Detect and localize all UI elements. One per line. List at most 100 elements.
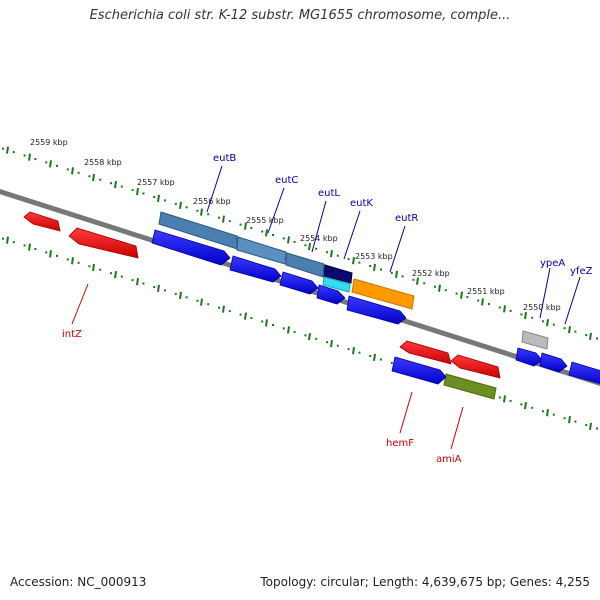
gene-label-text: eutC	[275, 175, 298, 186]
cds-arrow-eutB[interactable]	[151, 229, 231, 266]
feature-block-eutC[interactable]	[236, 236, 287, 265]
tick-major	[200, 298, 203, 306]
tick-dot	[304, 244, 307, 247]
tick-dot	[66, 258, 69, 261]
tick-dot	[336, 344, 339, 347]
cds-arrow-yfeZ[interactable]	[539, 352, 568, 373]
tick-dot	[174, 292, 177, 295]
tick-major	[136, 187, 139, 196]
tick-dot	[2, 147, 4, 150]
tick-dot	[347, 348, 350, 351]
cds-arrow-eutK[interactable]	[316, 284, 346, 305]
feature-block-amiA[interactable]	[443, 373, 497, 400]
gene-label-eutK[interactable]: eutK	[343, 198, 373, 260]
tick-dot	[2, 237, 4, 240]
tick-major	[589, 422, 592, 431]
tick-dot	[56, 254, 58, 257]
tick-dot	[412, 278, 415, 281]
tick-dot	[304, 334, 307, 337]
tick-major	[179, 201, 182, 210]
tick-major	[589, 332, 592, 341]
tick-dot	[552, 323, 555, 326]
cds-arrow-eutR[interactable]	[346, 295, 407, 325]
tick-dot	[509, 309, 512, 312]
tick-major	[200, 208, 203, 216]
tick-dot	[218, 216, 220, 219]
tick-major	[568, 326, 571, 334]
gene-label-eutR[interactable]: eutR	[389, 213, 418, 273]
tick-major	[330, 249, 333, 258]
tick-major	[114, 180, 117, 189]
cds-arrow-hemF-upper[interactable]	[399, 340, 452, 365]
tick-dot	[498, 396, 501, 399]
tick-dot	[531, 406, 534, 409]
cds-arrow-eutL[interactable]	[279, 271, 319, 295]
tick-dot	[196, 209, 199, 212]
accession-label: Accession: NC_000913	[10, 575, 147, 589]
tick-dot	[131, 279, 134, 282]
tick-dot	[34, 248, 37, 250]
tick-dot	[563, 327, 566, 330]
gene-label-text: hemF	[386, 438, 414, 449]
cds-arrow-hemF[interactable]	[391, 356, 447, 385]
gene-label-eutB[interactable]: eutB	[206, 153, 236, 213]
tick-dot	[23, 244, 26, 247]
cds-arrow-amiA-upper[interactable]	[450, 354, 501, 379]
cds-arrow-small-red[interactable]	[23, 211, 61, 232]
tick-major	[373, 353, 376, 362]
tick-dot	[77, 171, 80, 174]
cds-arrow-eutC[interactable]	[229, 255, 282, 283]
tick-major	[330, 339, 333, 348]
tick-major	[92, 173, 95, 182]
cds-arrow-ypeA[interactable]	[515, 347, 543, 367]
tick-dot	[12, 151, 15, 154]
cds-arrow-intZ[interactable]	[68, 227, 139, 259]
tick-label: 2556 kbp	[193, 197, 231, 206]
tick-major	[352, 347, 355, 355]
tick-dot	[272, 234, 274, 236]
tick-dot	[509, 399, 512, 402]
tick-dot	[207, 213, 210, 216]
tick-dot	[326, 341, 328, 344]
tick-major	[568, 416, 571, 424]
tick-dot	[282, 237, 285, 240]
tick-major	[308, 242, 311, 251]
tick-dot	[542, 410, 544, 413]
tick-dot	[185, 206, 188, 209]
gene-label-intZ[interactable]: intZ	[62, 283, 89, 340]
feature-block-ypeA[interactable]	[521, 330, 549, 350]
tick-dot	[574, 330, 577, 333]
tick-dot	[250, 227, 253, 229]
gene-label-eutL[interactable]: eutL	[311, 188, 340, 253]
tick-label: 2554 kbp	[300, 234, 338, 243]
gene-label-yfeZ[interactable]: yfeZ	[564, 266, 593, 325]
tick-dot	[228, 310, 231, 313]
cds-arrow-right-edge[interactable]	[568, 361, 600, 385]
tick-major	[265, 229, 268, 237]
tick-dot	[99, 178, 102, 181]
tick-dot	[369, 355, 372, 357]
tick-dot	[488, 303, 490, 305]
tick-label: 2558 kbp	[84, 158, 122, 167]
tick-dot	[120, 185, 123, 188]
tick-major	[157, 284, 160, 292]
tick-label: 2559 kbp	[30, 138, 68, 147]
feature-block-eutK[interactable]	[323, 264, 353, 284]
gene-label-text: eutL	[318, 188, 340, 199]
tick-major	[71, 257, 74, 265]
tick-label: 2553 kbp	[355, 252, 393, 261]
feature-block-eutR[interactable]	[351, 278, 415, 310]
tick-dot	[358, 261, 361, 264]
topology-summary: Topology: circular; Length: 4,639,675 bp…	[260, 575, 590, 589]
tick-dot	[77, 261, 80, 264]
feature-block-eutL[interactable]	[285, 252, 325, 278]
feature-block-eutK-cyan[interactable]	[322, 276, 351, 293]
gene-label-ypeA[interactable]: ypeA	[539, 258, 565, 319]
tick-major	[114, 270, 117, 279]
tick-major	[287, 236, 290, 244]
tick-dot	[164, 289, 166, 292]
tick-dot	[596, 337, 598, 340]
gene-label-hemF[interactable]: hemF	[386, 391, 414, 449]
gene-label-eutC[interactable]: eutC	[267, 175, 298, 234]
gene-label-amiA[interactable]: amiA	[436, 406, 464, 465]
